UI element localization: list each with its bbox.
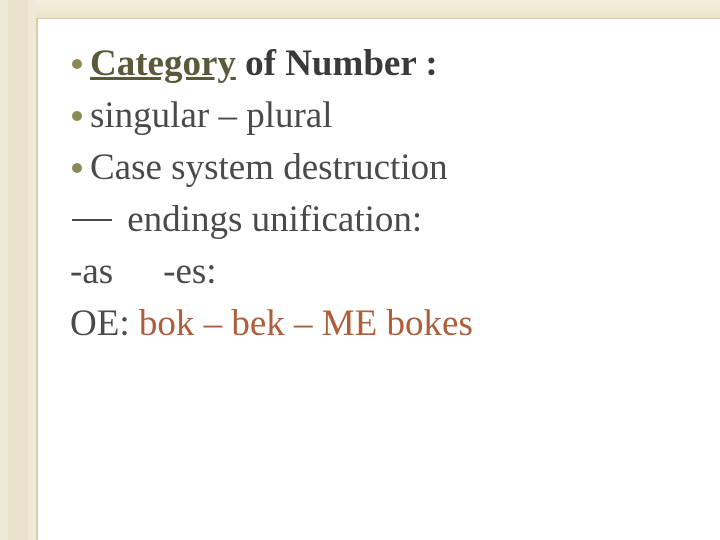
left-decor-strip-inner [8,0,28,540]
line-6: OE: bok – bek – ME bokes [70,300,680,348]
line2-text: singular – plural [90,95,333,136]
line-4: endings unification: [70,196,680,244]
line-3: Case system destruction [70,144,680,192]
title-rest: of Number : [236,43,438,84]
line-1: Category of Number : [70,40,680,88]
line4-text: endings unification: [118,199,422,240]
slide-content: Category of Number : singular – plural C… [70,40,680,500]
bullet-icon [72,59,82,69]
top-decor-band [36,0,720,19]
line-5: -as -es: [70,248,680,296]
line-2: singular – plural [70,92,680,140]
line6-prefix: OE: [70,303,139,344]
line6-accent: bok – bek – ME bokes [139,303,473,344]
left-decor-strip [0,0,38,540]
line5-b: -es: [163,251,216,292]
title-underlined: Category [90,43,236,84]
bullet-icon [72,111,82,121]
bullet-icon [72,163,82,173]
slide: Category of Number : singular – plural C… [0,0,720,540]
line5-a: -as [70,251,113,292]
line3-text: Case system destruction [90,147,448,188]
arrow-icon [72,219,112,221]
